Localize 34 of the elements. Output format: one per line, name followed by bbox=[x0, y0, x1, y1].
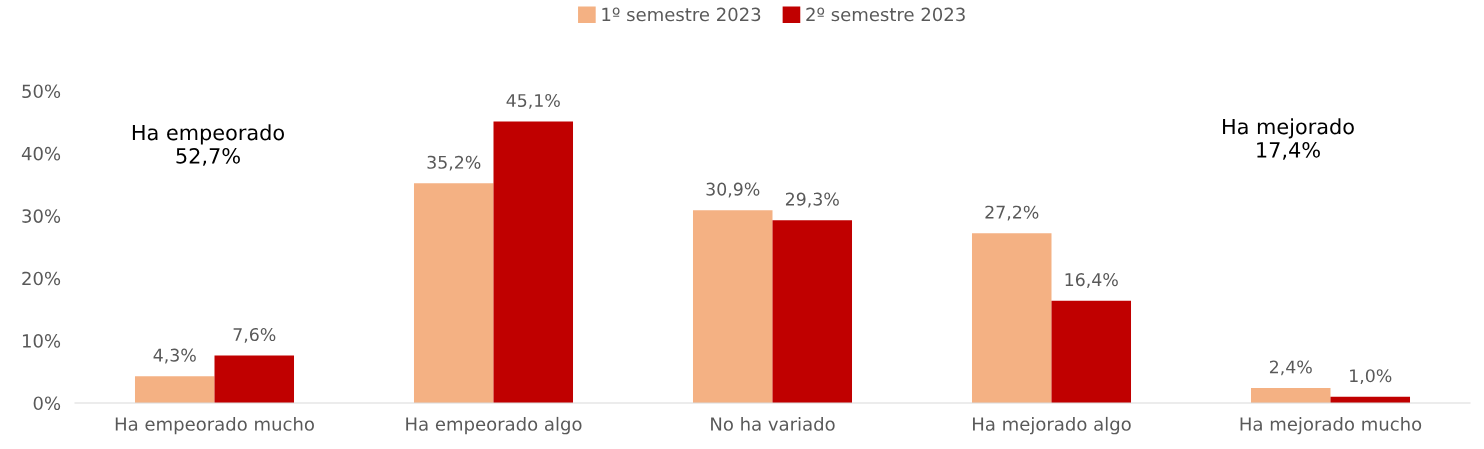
data-label: 45,1% bbox=[506, 93, 560, 109]
data-label: 16,4% bbox=[1065, 273, 1118, 288]
legend-label: 2º semestre 2023 bbox=[806, 7, 965, 22]
x-tick-label: No ha variado bbox=[711, 416, 835, 431]
bar bbox=[413, 183, 494, 403]
data-label: 27,2% bbox=[985, 205, 1039, 221]
data-label: 1,0% bbox=[1350, 369, 1392, 385]
data-label: 2,4% bbox=[1269, 360, 1312, 376]
bar bbox=[214, 355, 295, 403]
annotation: Ha empeorado 52,7% bbox=[132, 124, 284, 166]
data-label: 4,3% bbox=[153, 348, 196, 364]
data-label: 7,6% bbox=[233, 327, 276, 343]
bar bbox=[971, 233, 1052, 403]
y-tick-label: 20% bbox=[22, 271, 61, 286]
bar bbox=[493, 121, 574, 403]
bar bbox=[134, 376, 215, 403]
annotation: Ha mejorado 17,4% bbox=[1223, 118, 1354, 160]
y-tick-label: 50% bbox=[22, 84, 61, 99]
y-tick-label: 30% bbox=[22, 209, 61, 223]
bar bbox=[1250, 388, 1331, 403]
data-label: 30,9% bbox=[706, 182, 760, 198]
data-label: 35,2% bbox=[427, 155, 481, 171]
bar bbox=[772, 220, 853, 403]
bar bbox=[692, 210, 773, 403]
x-tick-label: Ha empeorado algo bbox=[406, 416, 582, 435]
x-tick-label: Ha mejorado algo bbox=[973, 416, 1131, 435]
legend-label: 1º semestre 2023 bbox=[602, 7, 761, 22]
bar bbox=[1051, 300, 1132, 403]
y-tick-label: 40% bbox=[21, 146, 61, 161]
y-tick-label: 0% bbox=[33, 396, 61, 411]
x-tick-label: Ha mejorado mucho bbox=[1240, 416, 1422, 435]
y-tick-label: 10% bbox=[22, 334, 61, 348]
data-label: 29,3% bbox=[785, 192, 839, 208]
x-tick-label: Ha empeorado mucho bbox=[115, 416, 314, 435]
